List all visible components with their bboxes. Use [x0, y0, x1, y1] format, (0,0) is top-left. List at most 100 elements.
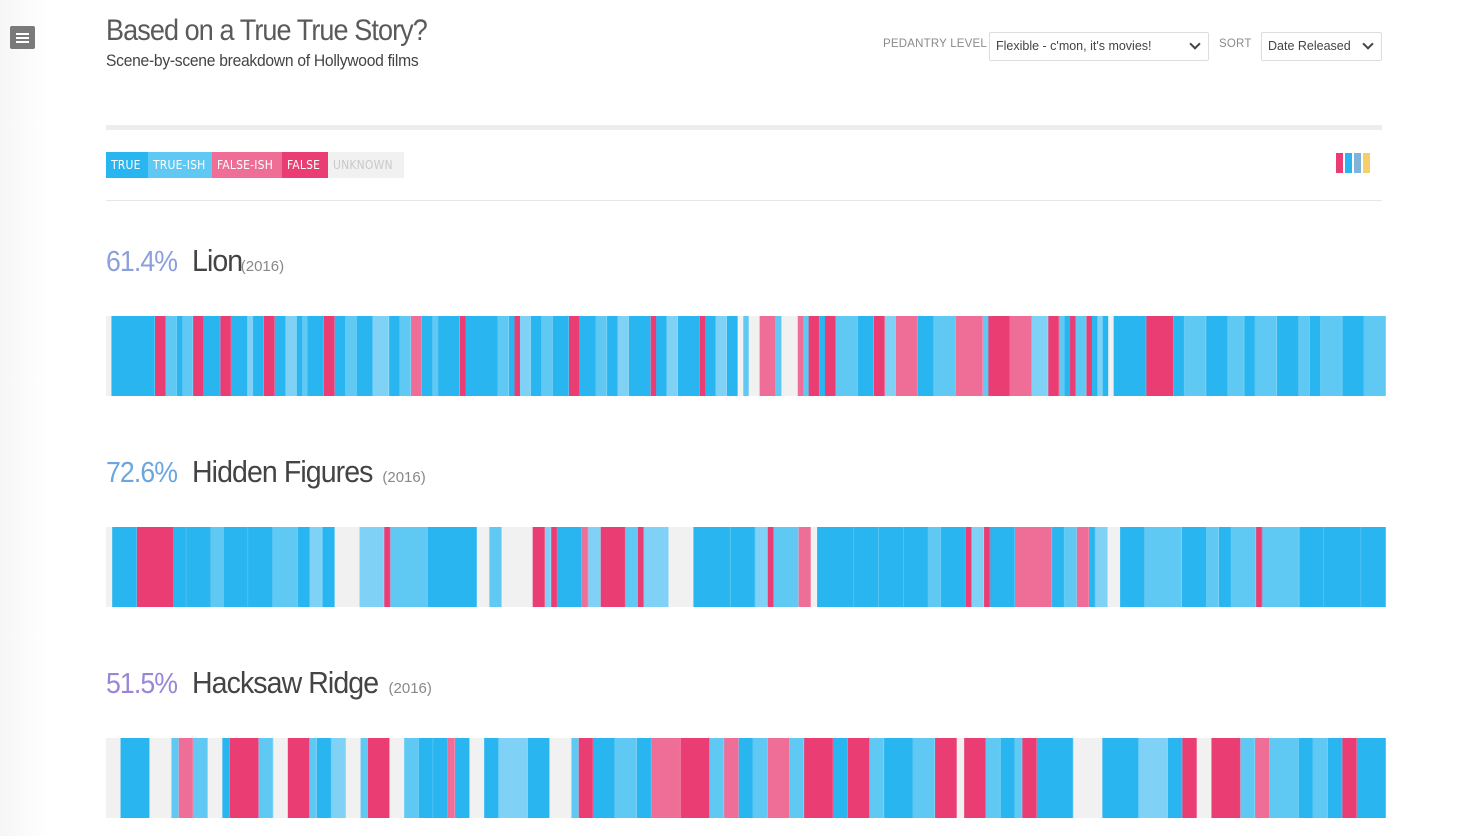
scene-segment[interactable] — [878, 527, 904, 607]
scene-segment[interactable] — [964, 738, 987, 818]
scene-segment[interactable] — [309, 738, 318, 818]
scene-segment[interactable] — [753, 738, 769, 818]
scene-segment[interactable] — [1269, 738, 1300, 818]
scene-segment[interactable] — [716, 316, 728, 396]
scene-bar[interactable] — [106, 527, 1386, 607]
scene-segment[interactable] — [797, 316, 804, 396]
scene-segment[interactable] — [724, 738, 740, 818]
scene-segment[interactable] — [607, 316, 619, 396]
scene-segment[interactable] — [571, 738, 580, 818]
scene-segment[interactable] — [804, 738, 834, 818]
scene-segment[interactable] — [869, 738, 885, 818]
scene-segment[interactable] — [552, 316, 570, 396]
scene-segment[interactable] — [986, 738, 1001, 818]
scene-segment[interactable] — [824, 316, 837, 396]
scene-segment[interactable] — [1167, 738, 1183, 818]
scene-segment[interactable] — [1070, 316, 1076, 396]
scene-segment[interactable] — [857, 316, 875, 396]
scene-segment[interactable] — [895, 316, 918, 396]
scene-segment[interactable] — [928, 527, 942, 607]
scene-segment[interactable] — [263, 316, 276, 396]
scene-segment[interactable] — [1113, 316, 1147, 396]
scene-segment[interactable] — [1091, 316, 1098, 396]
scene-segment[interactable] — [1022, 738, 1038, 818]
scene-segment[interactable] — [988, 316, 1011, 396]
scene-segment[interactable] — [615, 738, 638, 818]
scene-segment[interactable] — [982, 316, 989, 396]
scene-segment[interactable] — [1184, 316, 1207, 396]
scene-segment[interactable] — [593, 738, 616, 818]
scene-segment[interactable] — [835, 316, 858, 396]
scene-segment[interactable] — [618, 316, 630, 396]
scene-segment[interactable] — [307, 316, 325, 396]
scene-segment[interactable] — [798, 527, 812, 607]
scene-segment[interactable] — [316, 738, 332, 818]
scene-segment[interactable] — [489, 527, 503, 607]
scene-segment[interactable] — [545, 527, 552, 607]
scene-segment[interactable] — [730, 527, 756, 607]
scene-segment[interactable] — [418, 738, 434, 818]
scene-segment[interactable] — [1076, 527, 1090, 607]
scene-segment[interactable] — [903, 527, 929, 607]
scene-segment[interactable] — [1010, 316, 1033, 396]
scene-segment[interactable] — [854, 527, 880, 607]
scene-segment[interactable] — [112, 527, 138, 607]
hamburger-menu-icon[interactable] — [10, 26, 35, 49]
scene-segment[interactable] — [322, 527, 336, 607]
scene-segment[interactable] — [759, 316, 777, 396]
scene-segment[interactable] — [274, 316, 287, 396]
legend-false-ish[interactable]: FALSE-ISH — [212, 152, 282, 178]
scene-segment[interactable] — [1206, 527, 1220, 607]
scene-segment[interactable] — [1196, 738, 1212, 818]
scene-segment[interactable] — [106, 316, 112, 396]
scene-segment[interactable] — [106, 738, 121, 818]
scene-segment[interactable] — [1089, 527, 1096, 607]
scene-segment[interactable] — [310, 527, 323, 607]
scene-segment[interactable] — [582, 527, 589, 607]
scene-segment[interactable] — [136, 527, 175, 607]
scene-segment[interactable] — [767, 527, 775, 607]
scene-segment[interactable] — [1107, 527, 1121, 607]
scene-segment[interactable] — [211, 527, 224, 607]
scene-segment[interactable] — [120, 738, 150, 818]
scene-segment[interactable] — [568, 316, 581, 396]
scene-segment[interactable] — [935, 738, 958, 818]
scene-segment[interactable] — [1181, 527, 1207, 607]
scene-segment[interactable] — [296, 316, 303, 396]
scene-segment[interactable] — [955, 316, 984, 396]
scene-segment[interactable] — [1048, 316, 1060, 396]
scene-segment[interactable] — [182, 316, 194, 396]
scene-segment[interactable] — [1014, 527, 1053, 607]
scene-segment[interactable] — [229, 738, 260, 818]
scene-segment[interactable] — [1364, 316, 1386, 396]
scene-segment[interactable] — [155, 316, 167, 396]
scene-segment[interactable] — [460, 316, 466, 396]
scene-segment[interactable] — [247, 316, 254, 396]
scene-segment[interactable] — [193, 316, 205, 396]
scene-segment[interactable] — [323, 316, 336, 396]
scene-segment[interactable] — [1151, 316, 1174, 396]
scene-segment[interactable] — [484, 738, 500, 818]
scene-segment[interactable] — [174, 527, 187, 607]
scene-segment[interactable] — [1313, 738, 1329, 818]
scene-segment[interactable] — [302, 316, 308, 396]
scene-segment[interactable] — [693, 527, 731, 607]
scene-segment[interactable] — [498, 738, 529, 818]
scene-segment[interactable] — [1228, 316, 1245, 396]
scene-segment[interactable] — [1064, 527, 1078, 607]
scene-segment[interactable] — [1219, 527, 1232, 607]
scene-segment[interactable] — [178, 738, 194, 818]
scene-segment[interactable] — [884, 738, 914, 818]
scene-segment[interactable] — [527, 738, 550, 818]
scene-segment[interactable] — [111, 316, 156, 396]
color-view-toggle[interactable] — [1336, 153, 1372, 173]
scene-segment[interactable] — [165, 316, 178, 396]
scene-segment[interactable] — [106, 527, 113, 607]
scene-segment[interactable] — [501, 527, 533, 607]
legend-unknown[interactable]: UNKNOWN — [328, 152, 404, 178]
scene-segment[interactable] — [1361, 527, 1386, 607]
scene-segment[interactable] — [1277, 316, 1300, 396]
scene-segment[interactable] — [1102, 738, 1140, 818]
scene-segment[interactable] — [637, 527, 645, 607]
scene-segment[interactable] — [347, 527, 360, 607]
